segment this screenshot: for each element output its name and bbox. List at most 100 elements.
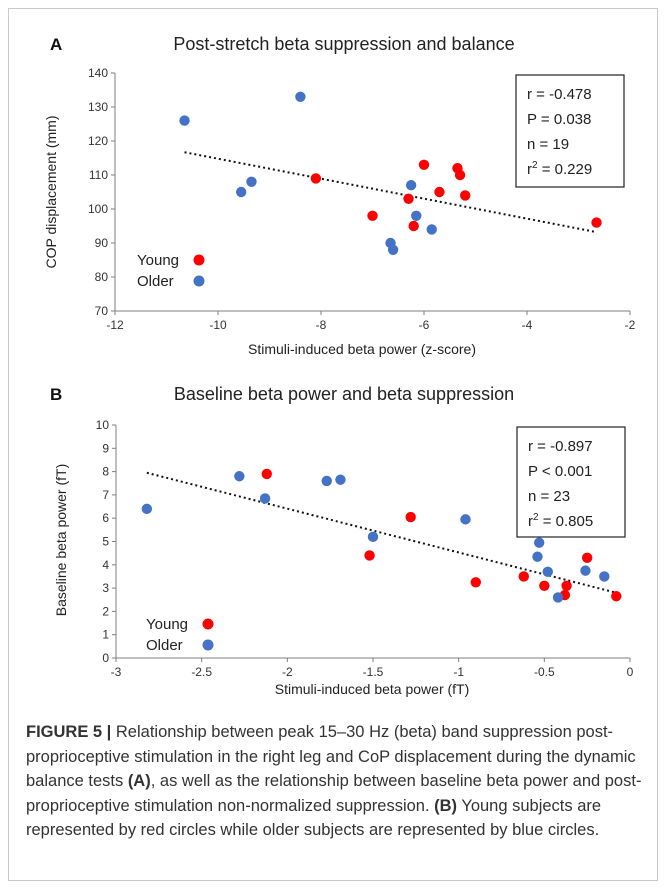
young-data-point bbox=[261, 468, 272, 480]
x-axis-label-a: Stimuli-induced beta power (z-score) bbox=[248, 341, 476, 357]
y-tick-label: 120 bbox=[88, 134, 108, 148]
y-tick-label: 7 bbox=[102, 488, 109, 502]
x-tick-label: -6 bbox=[419, 318, 430, 332]
x-axis-label-b: Stimuli-induced beta power (fT) bbox=[275, 681, 470, 697]
older-data-point bbox=[533, 537, 545, 548]
stats-line: r = -0.478 bbox=[527, 86, 592, 103]
young-data-point bbox=[581, 552, 593, 564]
legend-marker-older bbox=[193, 275, 205, 287]
stats-line: n = 19 bbox=[527, 136, 569, 153]
y-tick-label: 100 bbox=[88, 202, 108, 216]
young-data-point bbox=[405, 511, 416, 523]
older-data-point bbox=[234, 471, 245, 482]
stats-line: r2 = 0.229 bbox=[527, 160, 592, 178]
chart-title-a: Post-stretch beta suppression and balanc… bbox=[173, 34, 514, 54]
x-tick-label: -1 bbox=[453, 665, 464, 679]
y-axis-label-a: COP displacement (mm) bbox=[43, 115, 59, 268]
older-data-point bbox=[426, 224, 437, 235]
stats-line: n = 23 bbox=[528, 488, 570, 505]
stats-line: P = 0.038 bbox=[527, 111, 591, 128]
young-data-point bbox=[591, 217, 602, 228]
young-data-point bbox=[561, 580, 572, 591]
older-data-point bbox=[387, 244, 399, 255]
y-tick-label: 3 bbox=[102, 581, 109, 595]
y-tick-label: 6 bbox=[102, 511, 109, 525]
y-tick-label: 130 bbox=[88, 100, 108, 114]
x-tick-label: -8 bbox=[316, 318, 327, 332]
stats-line: r2 = 0.805 bbox=[528, 512, 593, 530]
legend-label-older: Older bbox=[146, 637, 183, 654]
young-data-point bbox=[310, 173, 322, 184]
older-data-point bbox=[599, 571, 610, 582]
older-data-point bbox=[367, 531, 379, 543]
panel-label-a: A bbox=[50, 35, 62, 54]
y-tick-label: 5 bbox=[102, 535, 109, 549]
older-data-point bbox=[246, 176, 257, 187]
older-data-point bbox=[179, 115, 190, 126]
y-tick-label: 9 bbox=[102, 441, 109, 455]
stats-box bbox=[515, 74, 625, 188]
x-tick-label: -4 bbox=[522, 318, 533, 332]
older-data-point bbox=[580, 565, 591, 576]
figure-caption: FIGURE 5 | Relationship between peak 15–… bbox=[26, 720, 646, 843]
y-tick-label: 140 bbox=[88, 66, 108, 80]
y-axis-label-b: Baseline beta power (fT) bbox=[53, 464, 69, 617]
x-tick-label: -2 bbox=[625, 318, 636, 332]
older-data-point bbox=[411, 210, 422, 221]
older-data-point bbox=[321, 475, 332, 487]
older-data-point bbox=[405, 180, 417, 191]
young-data-point bbox=[460, 190, 471, 201]
y-tick-label: 70 bbox=[95, 304, 109, 318]
older-data-point bbox=[335, 474, 346, 485]
stats-line: P < 0.001 bbox=[528, 463, 592, 480]
x-tick-label: 0 bbox=[627, 665, 634, 679]
caption-ref-b: (B) bbox=[434, 796, 458, 815]
x-tick-label: -10 bbox=[209, 318, 227, 332]
young-data-point bbox=[539, 580, 550, 591]
caption-text-2: , as well as the relationship between ba… bbox=[26, 772, 642, 815]
young-data-point bbox=[367, 210, 378, 221]
y-tick-label: 8 bbox=[102, 465, 109, 479]
older-data-point bbox=[141, 503, 153, 515]
x-tick-label: -2 bbox=[282, 665, 293, 679]
older-data-point bbox=[295, 91, 306, 103]
older-data-point bbox=[235, 186, 247, 198]
older-data-point bbox=[542, 566, 553, 577]
panel-label-b: B bbox=[50, 385, 62, 404]
older-data-point bbox=[259, 493, 271, 504]
x-tick-label: -2.5 bbox=[191, 665, 212, 679]
x-tick-label: -12 bbox=[106, 318, 124, 332]
y-tick-label: 10 bbox=[96, 418, 110, 432]
x-tick-label: -1.5 bbox=[363, 665, 384, 679]
chart-panel-b: B Baseline beta power and beta suppressi… bbox=[50, 384, 634, 697]
young-data-point bbox=[418, 159, 430, 170]
stats-box bbox=[516, 426, 626, 538]
trendline bbox=[146, 471, 617, 594]
caption-ref-a: (A) bbox=[127, 772, 151, 790]
older-data-point bbox=[460, 514, 471, 525]
legend-marker-young bbox=[193, 254, 205, 266]
y-tick-label: 1 bbox=[102, 628, 109, 642]
young-data-point bbox=[611, 591, 622, 602]
caption-text-1: Relationship between peak 15–30 Hz (beta… bbox=[26, 723, 636, 790]
legend-label-young: Young bbox=[137, 252, 179, 269]
stats-line: r = -0.897 bbox=[528, 438, 593, 455]
legend-label-older: Older bbox=[137, 273, 174, 290]
y-tick-label: 80 bbox=[95, 270, 109, 284]
caption-text-3: Young subjects are represented by red ci… bbox=[26, 796, 602, 840]
young-data-point bbox=[434, 186, 445, 198]
y-tick-label: 90 bbox=[95, 236, 109, 250]
young-data-point bbox=[403, 193, 414, 204]
y-tick-label: 4 bbox=[102, 558, 109, 572]
chart-panel-a: A Post-stretch beta suppression and bala… bbox=[43, 34, 636, 357]
legend-label-young: Young bbox=[146, 616, 188, 633]
older-data-point bbox=[552, 592, 564, 603]
figure-label: FIGURE 5 | bbox=[26, 723, 112, 741]
young-data-point bbox=[454, 169, 466, 181]
x-tick-label: -3 bbox=[111, 665, 122, 679]
young-data-point bbox=[364, 550, 375, 561]
y-tick-label: 110 bbox=[89, 168, 108, 182]
legend-marker-young bbox=[202, 618, 214, 630]
young-data-point bbox=[518, 571, 529, 582]
young-data-point bbox=[408, 220, 419, 232]
